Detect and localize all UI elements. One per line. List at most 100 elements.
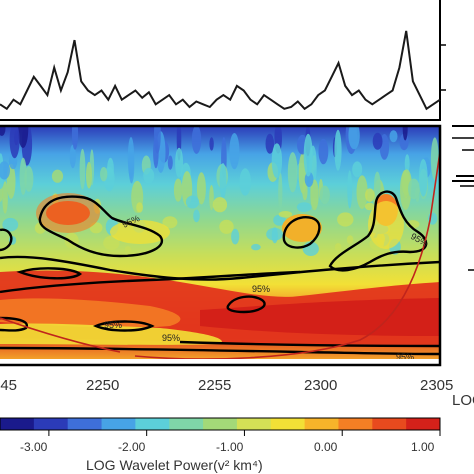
texture-blob [51, 169, 64, 183]
texture-blob [0, 126, 6, 136]
colorbar-segment [372, 418, 407, 430]
colorbar-segment [338, 418, 373, 430]
contour [38, 195, 163, 258]
colorbar-segment [406, 418, 441, 430]
texture-blob [265, 133, 275, 154]
time-series-right-axis [440, 44, 446, 91]
significance-label: 95% [252, 284, 270, 294]
texture-blob [24, 166, 34, 192]
texture-blob [352, 161, 363, 178]
contour [92, 320, 155, 332]
colorbar-tick-label: -1.00 [216, 440, 244, 454]
texture-blob [128, 148, 135, 184]
texture-blob [372, 132, 383, 150]
colorbar: -3.00 -2.00 -1.00 0.00 1.00 LOG Wavelet … [0, 417, 441, 473]
texture-blob [278, 211, 293, 218]
colorbar-frame [0, 417, 441, 431]
texture-blob [71, 126, 79, 150]
contour [16, 267, 83, 280]
x-tick-label: 2250 [86, 377, 119, 394]
significance-label: 95% [396, 352, 414, 362]
cone-of-influence [0, 146, 440, 359]
spectrum-x-axis: 245 2250 2255 2300 2305 LOG [0, 377, 474, 409]
contour [179, 340, 440, 348]
x-tick-label: 245 [0, 377, 17, 394]
time-series-panel [0, 0, 446, 121]
texture-blob [209, 137, 214, 151]
significance-label: 95% [162, 333, 180, 343]
contour [328, 190, 428, 272]
texture-blob [310, 179, 319, 211]
texture-blob [219, 219, 234, 234]
x-axis-label: LOG [452, 392, 474, 409]
wavelet-spectrum-panel: 95% 95% 95% 95% 95% 95% [0, 126, 440, 362]
contour [226, 295, 266, 314]
colorbar-segment [67, 418, 103, 430]
x-tick-label: 2255 [198, 377, 231, 394]
texture-blob [100, 167, 108, 182]
texture-blob [209, 185, 214, 211]
texture-blob [212, 197, 228, 213]
texture-blob [356, 175, 368, 210]
texture-blob [69, 144, 76, 169]
colorbar-segment [135, 418, 170, 430]
contour [0, 346, 440, 356]
texture-blob [124, 246, 132, 254]
significance-label: 95% [104, 320, 122, 330]
texture-blob [296, 202, 312, 213]
texture-blob [365, 188, 375, 202]
texture-blob [273, 214, 286, 226]
texture-blob [302, 181, 308, 201]
texture-blob [337, 212, 354, 227]
colorbar-tick-label: -3.00 [20, 440, 48, 454]
texture-blob [185, 195, 200, 209]
texture-blob [2, 181, 8, 214]
power-blob [110, 220, 170, 244]
colorbar-segment [304, 418, 339, 430]
texture-blob [346, 235, 354, 245]
texture-blob [389, 130, 398, 143]
texture-blob [173, 178, 183, 202]
global-wavelet-axis-stub [452, 125, 474, 271]
colorbar-tick-label: -2.00 [118, 440, 146, 454]
texture-blob [271, 227, 278, 244]
texture-blob [153, 135, 159, 169]
texture-blob [334, 243, 342, 252]
colorbar-segments [0, 418, 441, 430]
texture-blob [318, 138, 329, 165]
texture-blob [79, 148, 86, 190]
colorbar-title: LOG Wavelet Power(v² km⁴) [86, 457, 263, 473]
significance-contours [0, 190, 440, 356]
contour [0, 255, 440, 281]
texture-blob [319, 185, 330, 205]
colorbar-tick-label: 1.00 [411, 440, 435, 454]
colorbar-segment [236, 418, 272, 430]
texture-blob [402, 126, 408, 141]
contour [0, 228, 13, 252]
texture-blob [193, 209, 200, 223]
texture-blob [167, 155, 173, 170]
x-tick-label: 2300 [304, 377, 337, 394]
texture-blob [2, 217, 19, 232]
contour [0, 270, 301, 294]
time-series-line [0, 30, 441, 111]
texture-blob [136, 202, 144, 213]
colorbar-ticks [48, 430, 441, 436]
texture-blob [103, 235, 120, 250]
texture-blob [404, 154, 410, 174]
power-blob [368, 201, 404, 249]
texture-blob [251, 243, 261, 251]
colorbar-segment [33, 418, 69, 430]
power-blob [36, 193, 100, 233]
contour [282, 216, 321, 249]
texture-blob [418, 159, 428, 197]
texture-blob [348, 126, 360, 150]
texture-blob [408, 178, 420, 200]
texture-blob [287, 152, 298, 193]
texture-blob [364, 202, 375, 211]
texture-blob [196, 172, 206, 205]
texture-blob [239, 168, 251, 196]
texture-blob [143, 167, 155, 184]
colorbar-segment [270, 418, 306, 430]
texture-blob [9, 126, 20, 159]
